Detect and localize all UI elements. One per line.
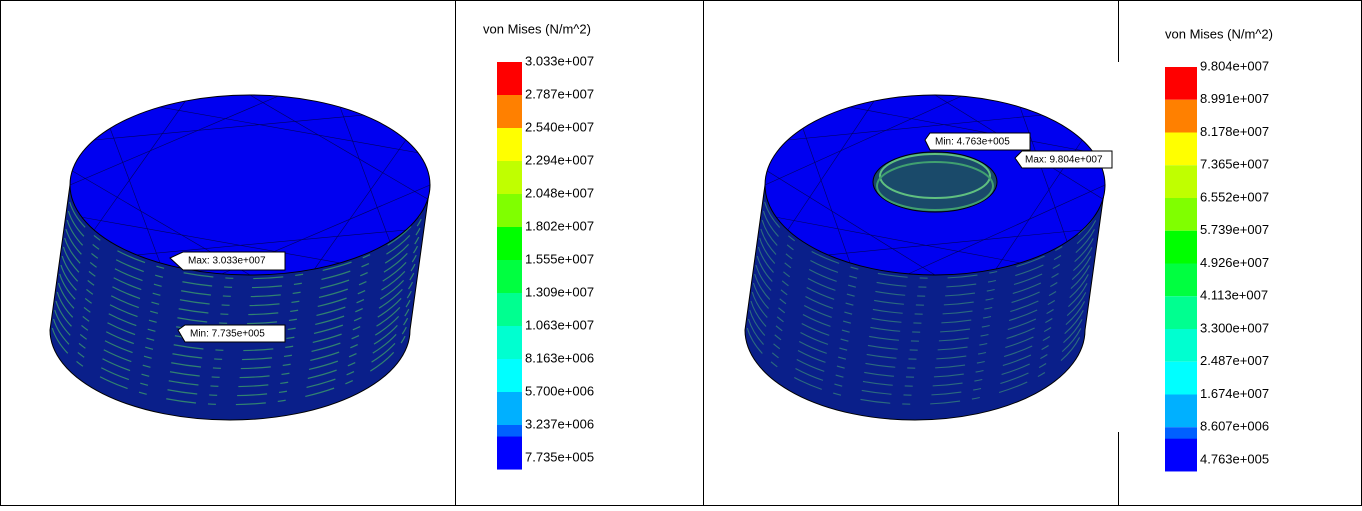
legend-label: 1.802e+007 bbox=[525, 218, 594, 233]
legend-swatch bbox=[497, 326, 522, 359]
annotation-text: Min: 7.735e+005 bbox=[190, 329, 265, 340]
legend-swatch bbox=[497, 194, 522, 227]
legend-label: 1.555e+007 bbox=[525, 251, 594, 266]
legend-label: 7.365e+007 bbox=[1200, 157, 1269, 172]
legend-swatch bbox=[497, 293, 522, 326]
results-figure: Max: 3.033e+007 Min: 7.735e+005 Min: 4.7… bbox=[0, 0, 1362, 506]
legend-label: 1.063e+007 bbox=[525, 317, 594, 332]
legend-label: 7.735e+005 bbox=[525, 449, 594, 464]
legend-swatch bbox=[1165, 296, 1197, 329]
legend-label: 4.113e+007 bbox=[1200, 288, 1268, 303]
annotation-text: Max: 3.033e+007 bbox=[188, 256, 266, 267]
legend-title: von Mises (N/m^2) bbox=[483, 21, 591, 36]
legend-swatch bbox=[1165, 198, 1197, 231]
annotation-text: Max: 9.804e+007 bbox=[1025, 155, 1103, 166]
legend-swatch bbox=[1165, 329, 1197, 362]
legend-label: 2.487e+007 bbox=[1200, 353, 1269, 368]
legend-swatch bbox=[497, 437, 522, 470]
legend-swatch bbox=[1165, 264, 1197, 297]
legend-swatch bbox=[497, 260, 522, 293]
legend-label: 3.300e+007 bbox=[1200, 320, 1269, 335]
legend-swatch bbox=[497, 227, 522, 260]
legend-swatch bbox=[1165, 67, 1197, 100]
legend-swatch bbox=[497, 161, 522, 194]
annotation: Min: 7.735e+005 bbox=[178, 325, 285, 342]
annotation-text: Min: 4.763e+005 bbox=[935, 137, 1010, 148]
model-ring bbox=[745, 95, 1105, 420]
legend-swatch bbox=[1165, 100, 1197, 133]
legend-label: 2.540e+007 bbox=[525, 119, 594, 134]
legend-swatch bbox=[497, 359, 522, 392]
legend-label: 1.309e+007 bbox=[525, 284, 594, 299]
legend-swatch bbox=[1165, 231, 1197, 264]
legend-swatch bbox=[497, 392, 522, 425]
annotation: Min: 4.763e+005 bbox=[925, 133, 1030, 150]
legend-label: 8.607e+006 bbox=[1200, 419, 1269, 434]
legend-label: 2.048e+007 bbox=[525, 185, 594, 200]
legend-swatch bbox=[497, 128, 522, 161]
annotation: Max: 3.033e+007 bbox=[170, 252, 285, 270]
legend-swatch bbox=[1165, 165, 1197, 198]
legend-swatch bbox=[497, 62, 522, 95]
model-top bbox=[70, 95, 430, 275]
legend-label: 8.178e+007 bbox=[1200, 124, 1269, 139]
legend-swatch bbox=[1165, 395, 1197, 428]
annotation: Max: 9.804e+007 bbox=[1015, 151, 1112, 168]
legend-label: 4.926e+007 bbox=[1200, 255, 1269, 270]
legend-label: 2.787e+007 bbox=[525, 86, 594, 101]
legend-label: 3.237e+006 bbox=[525, 416, 594, 431]
legend-title: von Mises (N/m^2) bbox=[1165, 26, 1273, 41]
legend-swatch bbox=[1165, 362, 1197, 395]
legend-swatch bbox=[1165, 439, 1197, 472]
legend-swatch bbox=[1165, 133, 1197, 166]
legend-label: 9.804e+007 bbox=[1200, 58, 1269, 73]
legend-label: 6.552e+007 bbox=[1200, 189, 1269, 204]
legend-label: 1.674e+007 bbox=[1200, 386, 1269, 401]
legend-label: 8.991e+007 bbox=[1200, 91, 1269, 106]
legend-label: 5.700e+006 bbox=[525, 383, 594, 398]
legend-label: 4.763e+005 bbox=[1200, 451, 1269, 466]
legend-label: 5.739e+007 bbox=[1200, 222, 1269, 237]
legend-label: 8.163e+006 bbox=[525, 350, 594, 365]
legend-label: 3.033e+007 bbox=[525, 53, 594, 68]
legend-swatch bbox=[497, 95, 522, 128]
legend-label: 2.294e+007 bbox=[525, 152, 594, 167]
